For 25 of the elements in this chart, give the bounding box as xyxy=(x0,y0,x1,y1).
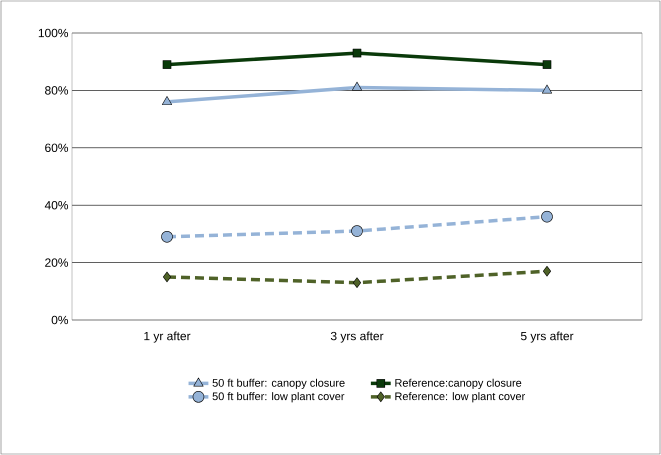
legend-label: 50 ft buffer: low plant cover xyxy=(212,392,344,402)
point xyxy=(352,277,362,288)
point xyxy=(162,60,172,69)
y-tick-label: 40% xyxy=(44,200,68,210)
x-tick-label: 3 yrs after xyxy=(330,332,384,343)
point xyxy=(542,266,552,277)
point xyxy=(542,60,552,69)
legend-label: 50 ft buffer: canopy closure xyxy=(212,378,345,389)
y-tick-label: 0% xyxy=(52,316,68,324)
point xyxy=(541,210,553,222)
legend-label: Reference:canopy closure xyxy=(395,378,522,389)
x-tick-label: 1 yr after xyxy=(144,332,190,343)
y-tick-label: 100% xyxy=(38,28,68,38)
point xyxy=(542,84,552,94)
y-tick-label: 80% xyxy=(45,86,68,95)
point xyxy=(162,272,172,282)
point xyxy=(352,82,362,91)
point xyxy=(162,96,172,105)
legend-label: Reference: low plant cover xyxy=(395,392,526,402)
point xyxy=(352,48,362,58)
point xyxy=(351,225,363,237)
x-tick-label: 5 yrs after xyxy=(520,332,574,343)
point xyxy=(161,230,173,243)
y-tick-label: 20% xyxy=(45,258,68,267)
y-tick-label: 60% xyxy=(45,144,68,152)
